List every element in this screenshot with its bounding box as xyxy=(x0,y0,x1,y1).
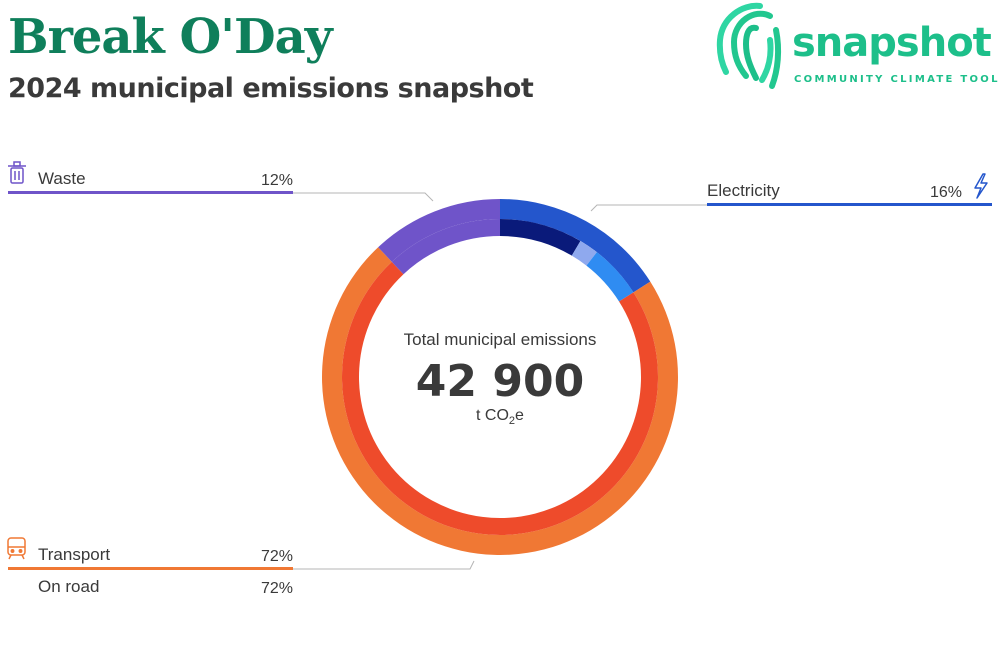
legend-electricity: Electricity 16% xyxy=(707,173,992,206)
legend-percent-waste: 12% xyxy=(261,172,293,189)
slice-electricity xyxy=(500,199,651,293)
legend-bar-electricity xyxy=(707,203,992,206)
subslice-transport-on-road xyxy=(342,261,658,535)
waste-leader-line xyxy=(293,192,434,202)
trash-icon xyxy=(8,161,26,184)
emissions-unit: t CO2e xyxy=(476,407,524,427)
page-title: Break O'Day xyxy=(8,9,333,65)
snapshot-logo: snapshot COMMUNITY CLIMATE TOOL xyxy=(712,0,1000,92)
legend-transport: Transport 72% On road 72% xyxy=(7,537,293,597)
page-subtitle: 2024 municipal emissions snapshot xyxy=(8,73,534,104)
electricity-leader-line xyxy=(590,204,707,212)
legend-subpercent-on-road: 72% xyxy=(261,580,293,597)
subsector-ring xyxy=(342,219,658,535)
sector-ring xyxy=(321,199,678,555)
fingerprint-icon xyxy=(716,2,782,89)
logo-wordmark: snapshot xyxy=(792,20,992,66)
subslice-electricity-2 xyxy=(571,241,597,266)
legend-label-transport: Transport xyxy=(38,545,110,564)
subslice-waste-fill xyxy=(391,219,500,275)
slice-transport xyxy=(321,247,678,555)
total-emissions-value: 42 900 xyxy=(416,356,584,407)
center-label: Total municipal emissions xyxy=(404,330,597,349)
legend-bar-waste xyxy=(8,191,293,194)
legend-bar-transport xyxy=(8,567,293,570)
transport-leader-line xyxy=(293,560,475,570)
legend-label-electricity: Electricity xyxy=(707,181,780,200)
legend-percent-electricity: 16% xyxy=(930,184,962,201)
subslice-electricity-1 xyxy=(500,219,581,256)
logo-tagline: COMMUNITY CLIMATE TOOL xyxy=(794,74,1000,85)
legend-label-waste: Waste xyxy=(38,169,86,188)
legend-sublabel-on-road: On road xyxy=(38,577,99,596)
subslice-electricity-3 xyxy=(586,252,634,302)
slice-waste xyxy=(378,199,500,262)
legend-percent-transport: 72% xyxy=(261,548,293,565)
lightning-icon xyxy=(974,173,988,199)
legend-waste: Waste 12% xyxy=(8,161,293,194)
train-icon xyxy=(7,537,26,560)
